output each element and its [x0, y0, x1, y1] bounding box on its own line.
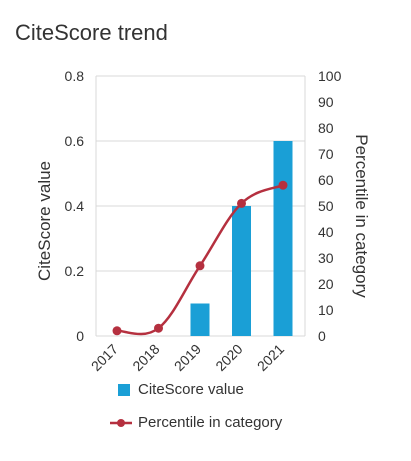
y-tick-label: 0.2	[65, 263, 85, 279]
x-tick-label: 2020	[212, 341, 245, 374]
bar-swatch-icon	[118, 383, 130, 396]
percentile-point-2020	[237, 198, 246, 208]
y2-tick-label: 30	[318, 250, 334, 266]
legend-label-citescore: CiteScore value	[138, 381, 244, 398]
percentile-point-2017	[112, 326, 122, 336]
bar-2019	[190, 303, 210, 336]
y2-tick-label: 60	[318, 172, 334, 188]
y2-tick-label: 50	[318, 198, 334, 214]
y2-tick-label: 90	[318, 94, 334, 110]
y2-tick-label: 80	[318, 120, 334, 136]
x-tick-label: 2019	[171, 341, 204, 374]
percentile-point-2021	[278, 180, 288, 190]
y-tick-label: 0	[76, 328, 84, 344]
bar-2021	[273, 141, 293, 336]
y2-axis-title: Percentile in category	[352, 134, 371, 298]
legend-item-citescore: CiteScore value	[118, 381, 244, 398]
chart-title: CiteScore trend	[15, 20, 168, 45]
legend-label-percentile: Percentile in category	[138, 414, 283, 431]
percentile-point-2019	[195, 261, 205, 271]
y2-tick-label: 0	[318, 328, 326, 344]
y-tick-label: 0.8	[65, 68, 85, 84]
x-tick-label: 2021	[254, 341, 287, 374]
y-axis-title: CiteScore value	[35, 161, 54, 281]
y2-tick-label: 70	[318, 146, 334, 162]
line-marker-swatch-icon	[110, 418, 132, 427]
bar-2020	[232, 206, 251, 336]
y2-tick-label: 20	[318, 276, 334, 292]
y-tick-label: 0.4	[65, 198, 85, 214]
percentile-point-2018	[154, 323, 163, 333]
y2-tick-label: 10	[318, 302, 334, 318]
x-tick-label: 2017	[88, 341, 121, 374]
x-tick-label: 2018	[129, 341, 162, 374]
y2-tick-label: 40	[318, 224, 334, 240]
legend-item-percentile: Percentile in category	[110, 414, 282, 431]
y-tick-label: 0.6	[65, 133, 85, 149]
y2-tick-label: 100	[318, 68, 342, 84]
